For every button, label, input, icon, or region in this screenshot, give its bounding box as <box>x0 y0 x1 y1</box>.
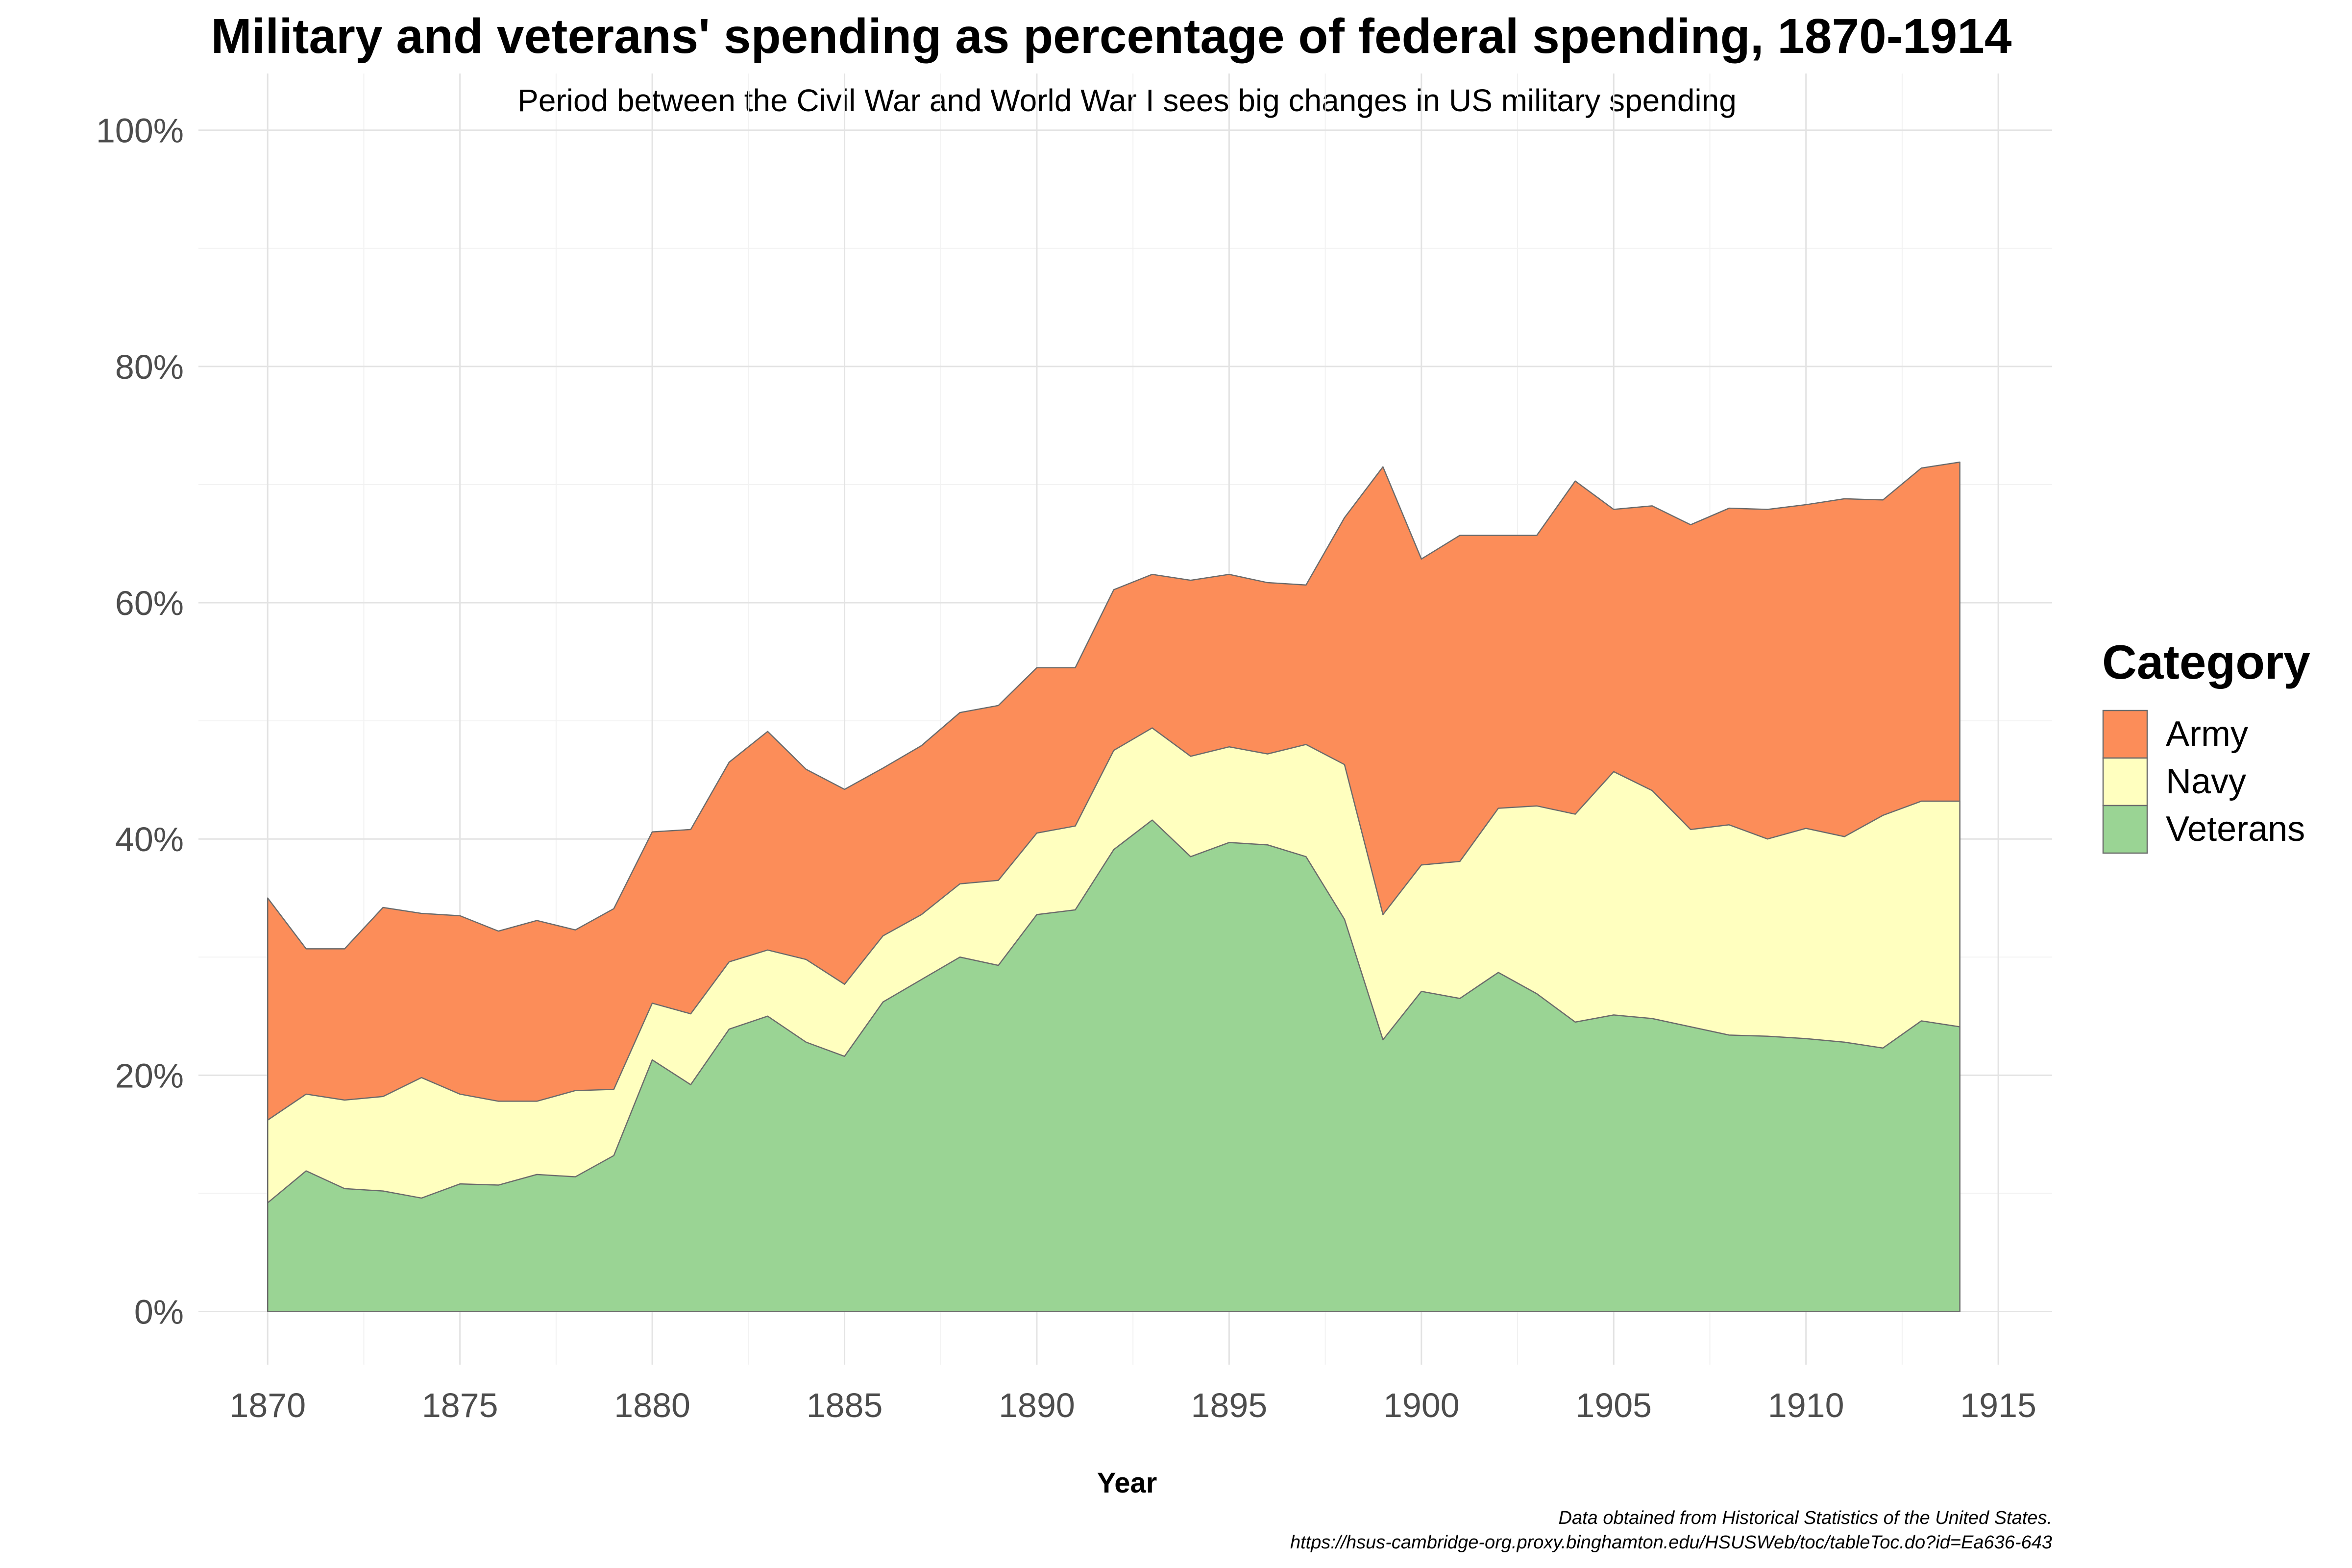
x-axis-ticks: 1870 1875 1880 1885 1890 1895 1900 1905 1910 1915 <box>229 1386 2036 1424</box>
x-tick-label: 1910 <box>1768 1386 1844 1424</box>
x-tick-label: 1875 <box>422 1386 498 1424</box>
legend: Category Army Navy Veterans <box>2102 635 2310 854</box>
y-tick-label: 40% <box>115 820 184 858</box>
legend-key-army <box>2102 710 2148 759</box>
chart-subtitle: Period between the Civil War and World W… <box>517 83 1737 118</box>
chart-title: Military and veterans' spending as perce… <box>211 9 2011 64</box>
y-tick-label: 0% <box>134 1293 184 1331</box>
x-axis-title: Year <box>1097 1467 1157 1499</box>
legend-key-navy <box>2102 757 2148 807</box>
area-veterans <box>267 819 1960 1312</box>
y-tick-label: 80% <box>115 348 184 386</box>
x-tick-label: 1895 <box>1191 1386 1268 1424</box>
legend-title: Category <box>2102 635 2310 689</box>
y-tick-label: 60% <box>115 584 184 622</box>
y-tick-label: 20% <box>115 1056 184 1095</box>
y-axis-ticks: 0% 20% 40% 60% 80% 100% <box>96 112 184 1331</box>
x-tick-label: 1890 <box>999 1386 1075 1424</box>
legend-items: Army Navy Veterans <box>2102 710 2305 854</box>
caption-line-1: Data obtained from Historical Statistics… <box>1559 1508 2052 1528</box>
y-tick-label: 100% <box>96 112 184 150</box>
x-tick-label: 1880 <box>614 1386 690 1424</box>
legend-label-army: Army <box>2166 714 2248 754</box>
caption-line-2: https://hsus-cambridge-org.proxy.bingham… <box>1290 1532 2052 1553</box>
x-tick-label: 1870 <box>229 1386 306 1424</box>
x-tick-label: 1905 <box>1575 1386 1652 1424</box>
plot-areas <box>267 461 1960 1312</box>
legend-label-navy: Navy <box>2166 762 2246 801</box>
x-tick-label: 1915 <box>1960 1386 2036 1424</box>
x-tick-label: 1885 <box>807 1386 883 1424</box>
legend-label-veterans: Veterans <box>2166 809 2305 849</box>
legend-key-veterans <box>2102 805 2148 854</box>
x-tick-label: 1900 <box>1383 1386 1460 1424</box>
